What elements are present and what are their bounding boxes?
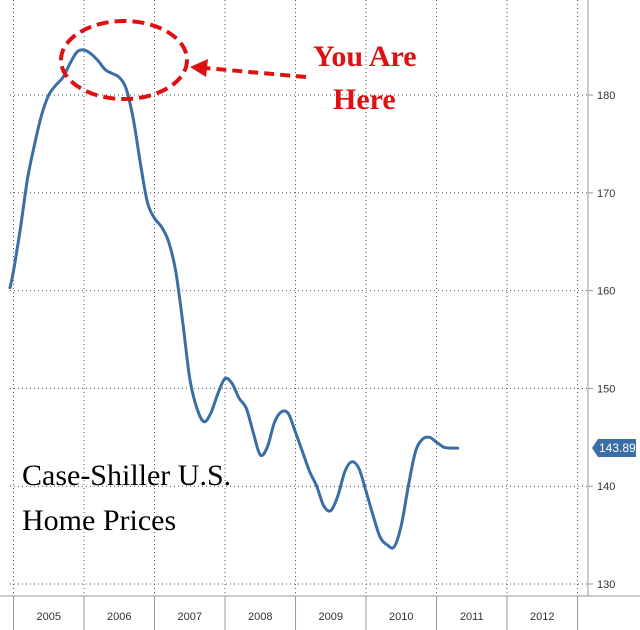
y-tick-label: 140 — [597, 481, 615, 493]
x-year-label: 2006 — [107, 611, 131, 623]
annotation-text-line-1: You Are — [313, 40, 417, 73]
gridlines — [10, 0, 588, 596]
x-year-label: 2005 — [37, 611, 61, 623]
y-tick-label: 180 — [597, 90, 615, 102]
x-year-label: 2008 — [248, 611, 272, 623]
y-tick-label: 130 — [597, 579, 615, 591]
annotation: You Are Here — [59, 19, 417, 116]
last-value-badge-shape — [592, 439, 636, 458]
x-year-label: 2009 — [319, 611, 343, 623]
chart-title: Case-Shiller U.S. Home Prices — [22, 459, 231, 537]
x-year-label: 2007 — [178, 611, 202, 623]
y-tick-label: 170 — [597, 188, 615, 200]
annotation-circle — [59, 19, 189, 101]
last-value-badge: 143.89 — [592, 439, 636, 458]
y-tick-labels: 130 140 150 160 170 180 — [597, 90, 615, 591]
annotation-arrow-head — [190, 59, 208, 77]
x-year-label: 2012 — [530, 611, 554, 623]
x-year-label: 2010 — [389, 611, 413, 623]
annotation-text-line-2: Here — [333, 83, 396, 116]
y-tick-label: 150 — [597, 383, 615, 395]
chart-title-line-2: Home Prices — [22, 504, 176, 537]
series-layer — [8, 48, 460, 550]
x-year-label: 2011 — [460, 611, 484, 623]
last-value-label: 143.89 — [599, 441, 636, 455]
series-line-case-shiller — [8, 48, 460, 550]
y-tick-label: 160 — [597, 286, 615, 298]
chart-title-line-1: Case-Shiller U.S. — [22, 459, 231, 492]
annotation-arrow-line — [204, 66, 307, 79]
x-year-labels: 2005 2006 2007 2008 2009 2010 2011 2012 — [37, 611, 555, 623]
